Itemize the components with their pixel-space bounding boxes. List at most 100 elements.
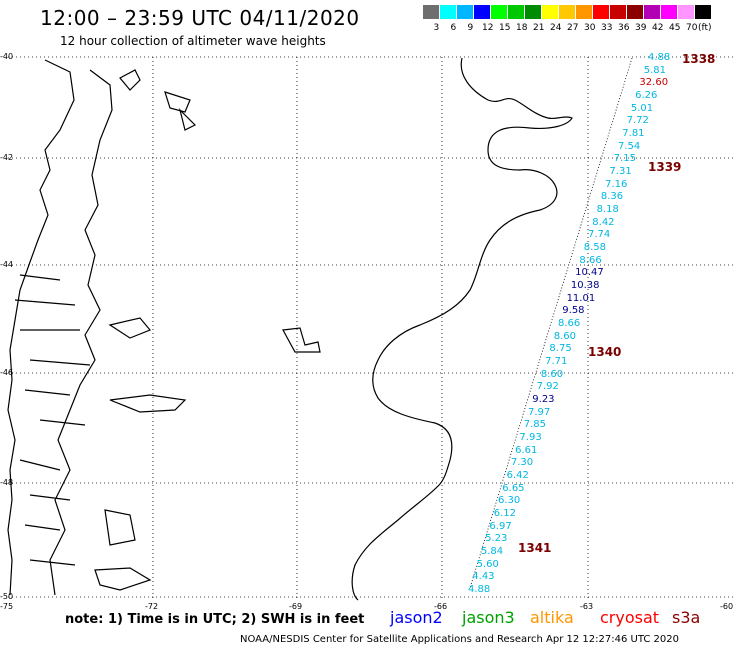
- lake-buenos-aires: [108, 317, 151, 339]
- wave-height-label: 5.81: [643, 64, 666, 76]
- wave-height-label: 7.81: [622, 128, 645, 139]
- wave-height-label: 5.23: [485, 533, 508, 545]
- wave-height-label: 6.26: [635, 90, 658, 101]
- wave-height-label: 7.72: [626, 115, 649, 127]
- wave-height-label: 7.31: [609, 166, 632, 177]
- latitude-label: -48: [0, 478, 14, 487]
- color-swatch: [661, 5, 678, 19]
- wave-height-label: 8.66: [579, 254, 602, 266]
- color-swatch: [627, 5, 644, 19]
- pass-number: 1339: [648, 160, 682, 174]
- satellite-legend-item: altika: [530, 608, 574, 627]
- wave-height-label: 8.60: [540, 368, 564, 380]
- latitude-label: -42: [0, 153, 14, 162]
- wave-height-label: 7.54: [618, 140, 641, 152]
- pass-number: 1340: [588, 345, 622, 359]
- color-scale-label: 12: [482, 23, 494, 33]
- wave-height-label: 8.36: [600, 191, 624, 203]
- wave-height-label: 7.85: [523, 419, 546, 431]
- wave-height-label: 7.97: [528, 406, 551, 418]
- color-swatch: [593, 5, 610, 19]
- satellite-legend-item: jason2: [390, 608, 443, 627]
- pass-number: 1341: [518, 541, 552, 555]
- color-scale-label: 45: [669, 23, 681, 33]
- satellite-legend-item: s3a: [672, 608, 701, 627]
- coastline-chile-inner: [49, 69, 113, 596]
- longitude-label: -75: [0, 602, 14, 611]
- wave-height-label: 8.75: [549, 343, 572, 355]
- pass-number: 1338: [682, 52, 716, 66]
- latitude-label: -44: [0, 260, 14, 269]
- wave-height-label: 5.01: [630, 102, 654, 114]
- color-scale-label: 21: [533, 23, 545, 33]
- wave-height-label: 9.23: [532, 394, 555, 405]
- longitude-label: -63: [580, 602, 594, 611]
- color-swatch: [644, 5, 661, 19]
- island-chiloe: [119, 69, 141, 91]
- color-scale-label: 30: [584, 23, 596, 33]
- wave-height-label: 8.42: [592, 216, 615, 228]
- wave-height-label: 6.61: [515, 444, 538, 456]
- color-scale-label: 33: [601, 23, 613, 33]
- latitude-label: -46: [0, 368, 14, 377]
- latitude-label: -40: [0, 52, 14, 61]
- longitude-label: -66: [434, 602, 448, 611]
- coastline-chile-fjords: [14, 274, 91, 566]
- chart-subtitle: 12 hour collection of altimeter wave hei…: [60, 34, 326, 48]
- footer-credit: NOAA/NESDIS Center for Satellite Applica…: [240, 634, 679, 645]
- color-scale-label: 9: [467, 23, 474, 33]
- color-scale-label: (ft): [698, 23, 712, 33]
- wave-height-label: 6.42: [506, 470, 529, 481]
- wave-height-label: 6.12: [493, 508, 516, 519]
- color-scale-legend: 3 6 9 12 15 18 21 24 27 30 33 36 39 42 45 70 (ft): [423, 5, 712, 33]
- color-swatch: [678, 5, 695, 19]
- wave-height-label: 4.88: [468, 584, 491, 595]
- wave-height-label: 10.38: [570, 280, 600, 291]
- wave-height-label: 8.66: [558, 318, 581, 329]
- color-scale-label: 70: [686, 23, 698, 33]
- color-swatch: [440, 5, 457, 19]
- wave-height-label: 8.18: [596, 204, 619, 215]
- island-pueyrredon: [282, 327, 321, 353]
- color-scale-swatches: [423, 5, 712, 19]
- color-swatch: [457, 5, 474, 19]
- wave-height-label: 4.43: [472, 571, 495, 583]
- wave-height-label: 6.97: [489, 520, 512, 532]
- color-swatch: [474, 5, 491, 19]
- color-scale-label: 39: [635, 23, 647, 33]
- color-scale-label: 27: [567, 23, 579, 33]
- coastline-argentina: [351, 57, 573, 601]
- wave-height-label: 8.58: [583, 242, 606, 253]
- color-swatch: [525, 5, 542, 19]
- longitude-label: -60: [720, 602, 734, 611]
- color-swatch: [542, 5, 559, 19]
- coastline-chile-outer: [7, 59, 75, 596]
- wave-height-label: 4.88: [648, 52, 671, 63]
- color-swatch: [576, 5, 593, 19]
- satellite-legend-item: cryosat: [600, 608, 660, 627]
- color-swatch: [508, 5, 525, 19]
- wave-height-label: 7.16: [605, 178, 628, 190]
- color-scale-label: 42: [652, 23, 664, 33]
- color-swatch: [559, 5, 576, 19]
- wave-height-label: 32.60: [639, 77, 669, 89]
- chart-title: 12:00 – 23:59 UTC 04/11/2020: [40, 6, 360, 30]
- color-scale-label: 36: [618, 23, 630, 33]
- color-swatch: [491, 5, 508, 19]
- island-lake-1: [164, 91, 191, 113]
- satellite-legend-item: jason3: [462, 608, 515, 627]
- wave-height-label: 5.84: [480, 546, 504, 557]
- wave-height-label: 7.71: [545, 356, 568, 367]
- color-scale-label: 15: [499, 23, 511, 33]
- wave-height-label: 8.60: [553, 330, 576, 342]
- color-swatch: [423, 5, 440, 19]
- wave-height-label: 6.30: [498, 495, 521, 507]
- color-scale-label: 24: [550, 23, 562, 33]
- wave-height-label: 7.15: [613, 153, 636, 165]
- longitude-label: -69: [289, 602, 303, 611]
- wave-height-label: 6.65: [502, 482, 525, 494]
- footer-note: note: 1) Time is in UTC; 2) SWH is in fe…: [65, 612, 365, 627]
- lake-san-martin: [109, 394, 187, 413]
- wave-height-label: 11.01: [566, 292, 596, 304]
- color-scale-label: 6: [450, 23, 457, 33]
